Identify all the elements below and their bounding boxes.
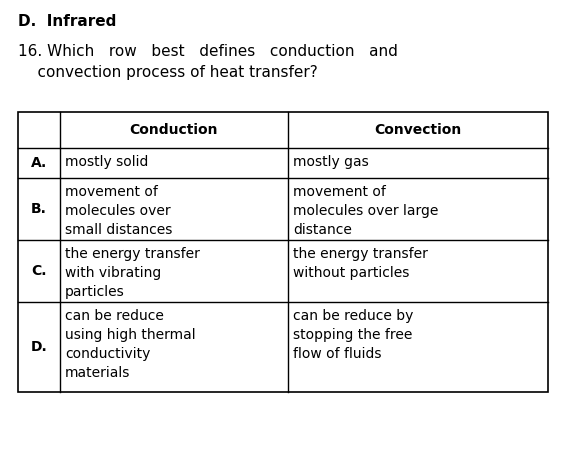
- Text: mostly solid: mostly solid: [65, 155, 148, 169]
- Text: B.: B.: [31, 202, 47, 216]
- Text: C.: C.: [31, 264, 47, 278]
- Text: 16. Which   row   best   defines   conduction   and
    convection process of he: 16. Which row best defines conduction an…: [18, 44, 398, 80]
- Text: Convection: Convection: [375, 123, 462, 137]
- Text: the energy transfer
without particles: the energy transfer without particles: [293, 247, 428, 280]
- Text: Conduction: Conduction: [130, 123, 219, 137]
- Text: movement of
molecules over large
distance: movement of molecules over large distanc…: [293, 185, 438, 237]
- Text: can be reduce by
stopping the free
flow of fluids: can be reduce by stopping the free flow …: [293, 309, 414, 361]
- Text: D.  Infrared: D. Infrared: [18, 14, 116, 29]
- Text: A.: A.: [31, 156, 47, 170]
- Text: the energy transfer
with vibrating
particles: the energy transfer with vibrating parti…: [65, 247, 200, 299]
- Text: movement of
molecules over
small distances: movement of molecules over small distanc…: [65, 185, 172, 237]
- Text: mostly gas: mostly gas: [293, 155, 369, 169]
- Text: can be reduce
using high thermal
conductivity
materials: can be reduce using high thermal conduct…: [65, 309, 196, 380]
- Text: D.: D.: [31, 340, 47, 354]
